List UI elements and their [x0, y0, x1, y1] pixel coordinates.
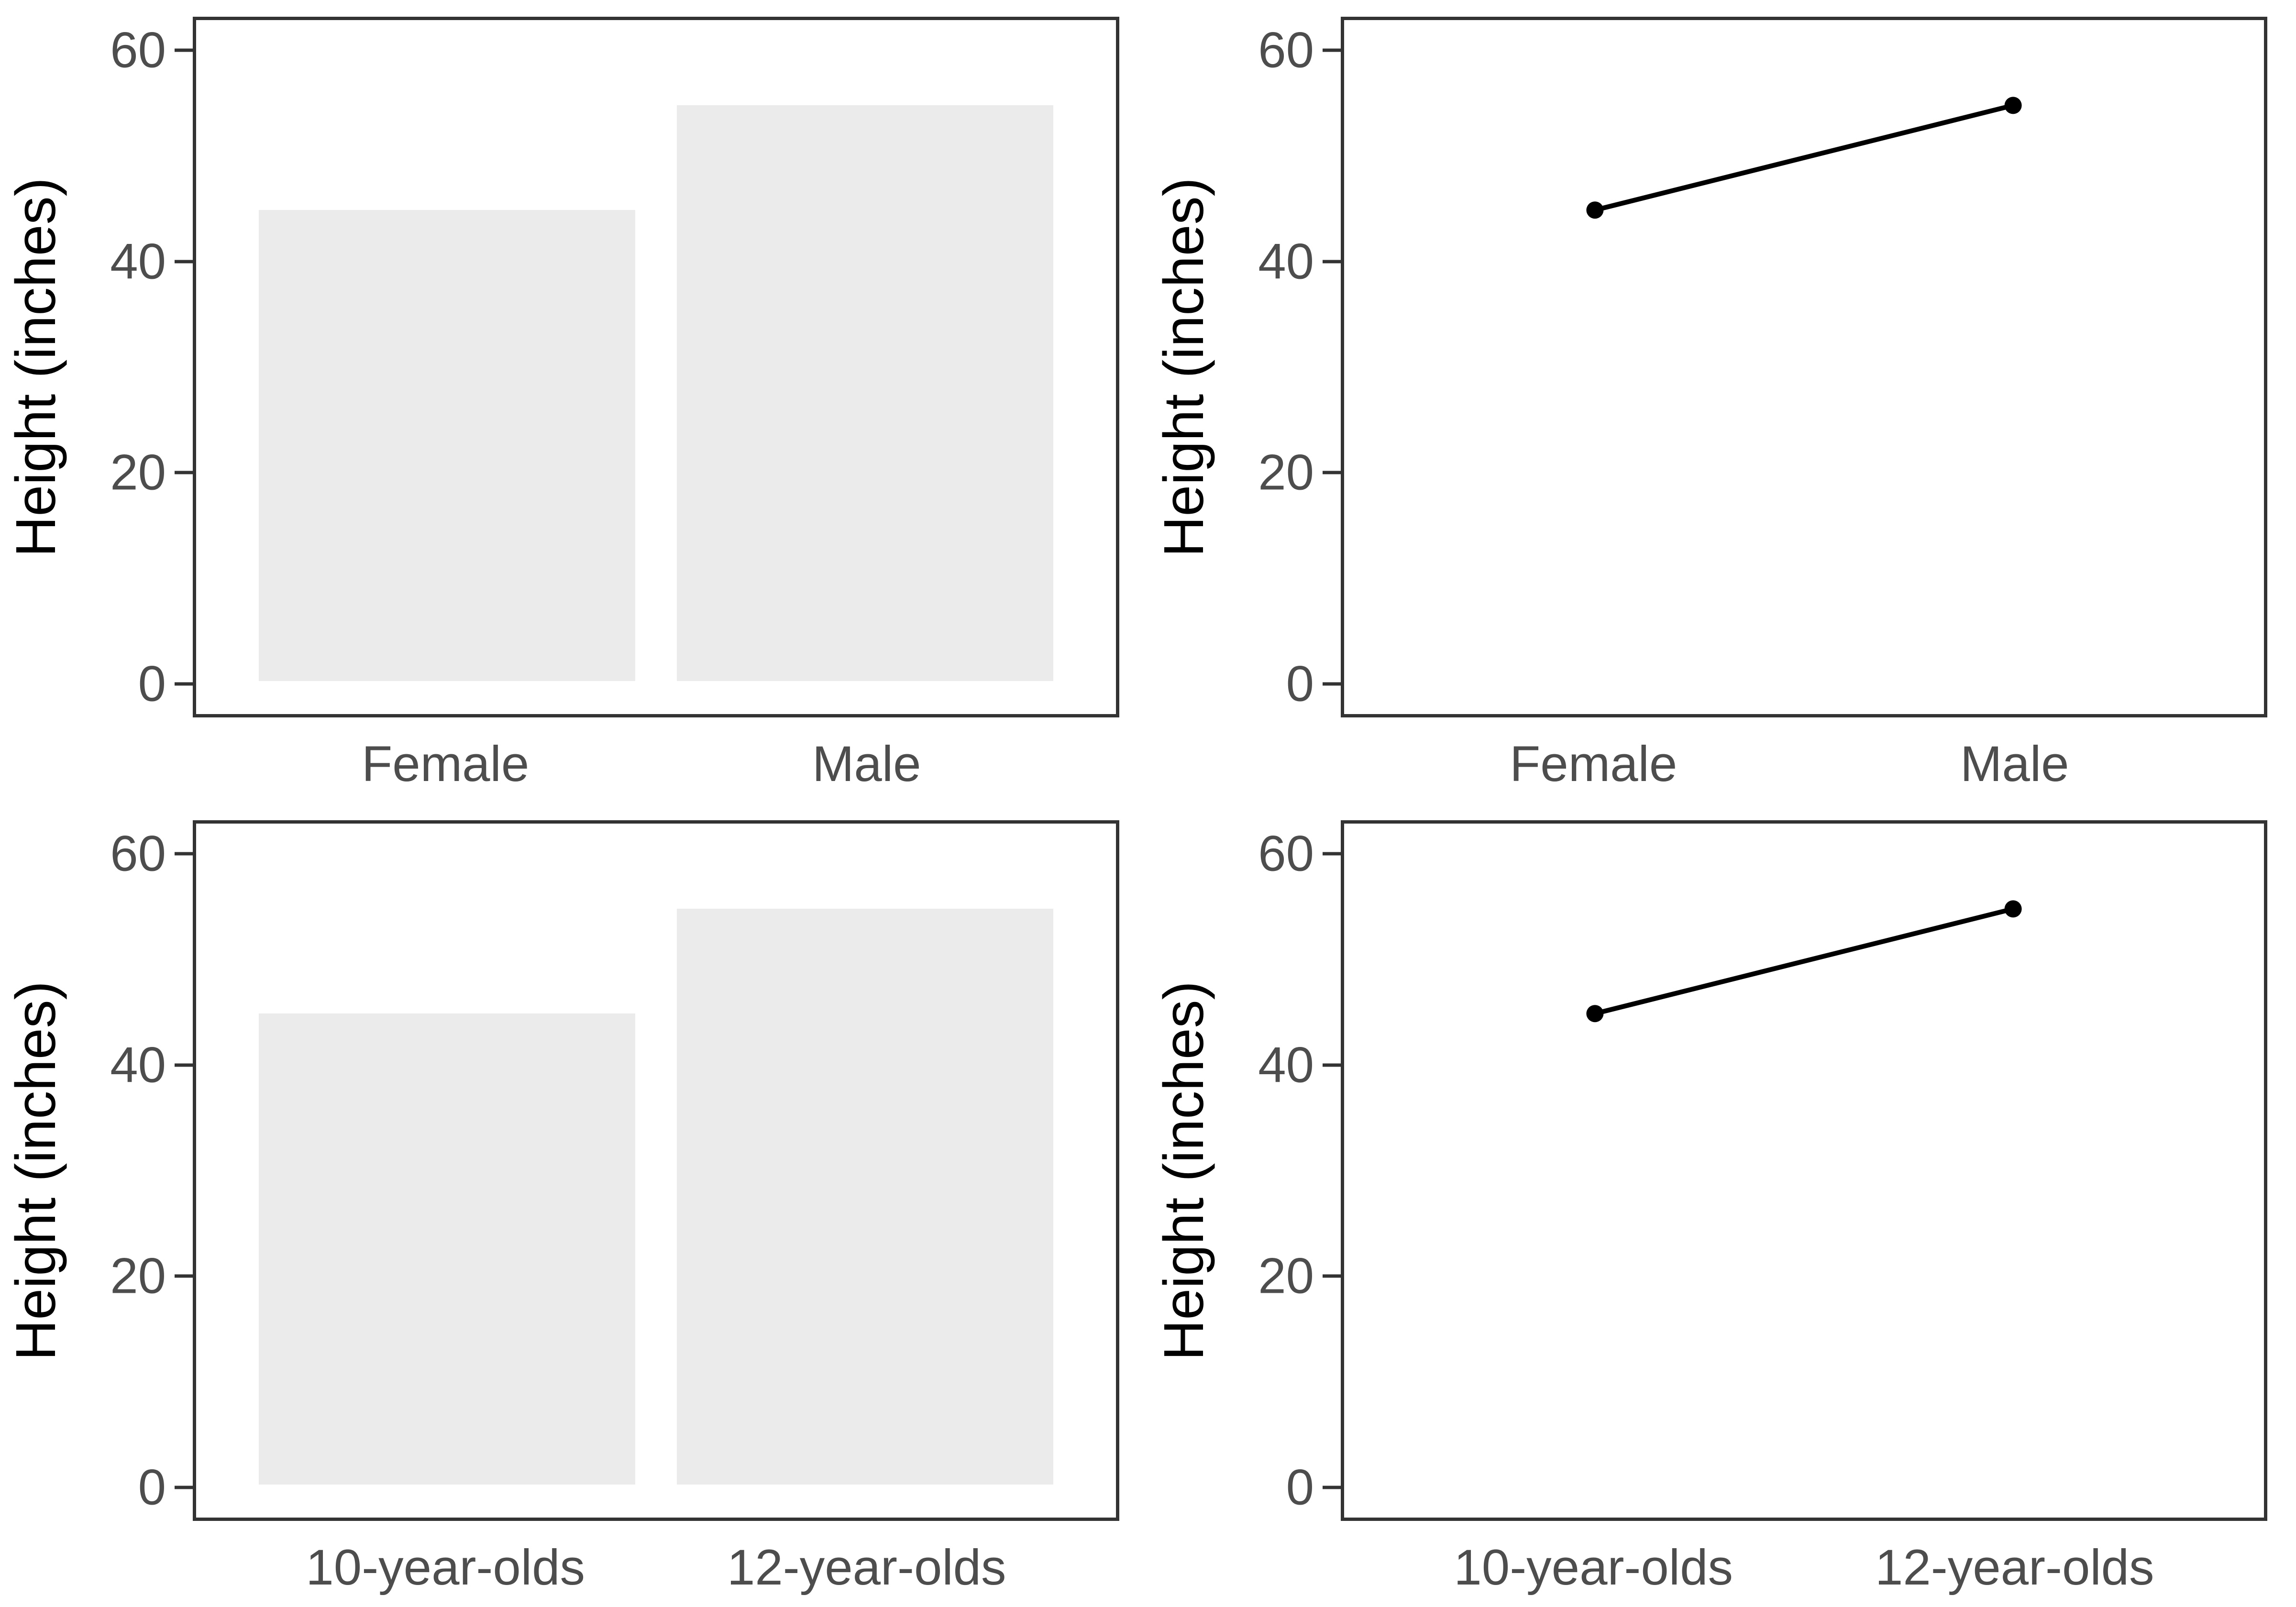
y-tick-label-0: 0 — [1286, 1459, 1314, 1516]
y-tick-mark — [175, 48, 193, 52]
y-tick-label-20: 20 — [110, 1248, 166, 1304]
x-axis-labels: 10-year-olds 12-year-olds — [193, 1521, 1119, 1607]
y-tick-label-40: 40 — [1258, 1037, 1314, 1093]
x-label-male: Male — [1960, 736, 2069, 792]
y-tick-label-60: 60 — [110, 826, 166, 882]
series-line — [1594, 103, 2014, 213]
chart-line-sex: Height (inches) 60 40 20 0 Female Male — [1148, 0, 2296, 804]
y-tick-mark — [175, 1486, 193, 1489]
y-axis-title-area: Height (inches) — [0, 820, 72, 1521]
y-tick-mark — [1323, 260, 1341, 264]
y-tick-label-40: 40 — [1258, 233, 1314, 290]
y-tick-mark — [1323, 1274, 1341, 1278]
y-tick-label-0: 0 — [138, 1459, 166, 1516]
plot-panel — [193, 820, 1119, 1521]
y-tick-label-20: 20 — [110, 444, 166, 501]
y-tick-label-60: 60 — [1258, 826, 1314, 882]
y-axis-title: Height (inches) — [1152, 177, 1215, 557]
bar-male — [677, 105, 1053, 682]
y-axis-title: Height (inches) — [1152, 980, 1215, 1361]
y-axis-ticks — [175, 17, 193, 717]
y-tick-label-40: 40 — [110, 1037, 166, 1093]
plot-panel — [1341, 17, 2267, 717]
chart-bar-age: Height (inches) 60 40 20 0 10-year-olds … — [0, 804, 1148, 1607]
y-axis-title-area: Height (inches) — [1148, 17, 1220, 717]
x-axis-labels: 10-year-olds 12-year-olds — [1341, 1521, 2267, 1607]
x-label-male: Male — [812, 736, 921, 792]
x-label-12-year-olds: 12-year-olds — [1875, 1540, 2154, 1596]
y-tick-mark — [1323, 48, 1341, 52]
data-point-12-year-olds — [2004, 900, 2022, 918]
y-tick-label-60: 60 — [110, 22, 166, 78]
x-label-12-year-olds: 12-year-olds — [727, 1540, 1006, 1596]
y-axis-ticks — [175, 820, 193, 1521]
y-axis-title: Height (inches) — [4, 980, 67, 1361]
x-label-female: Female — [1510, 736, 1678, 792]
y-axis-tick-labels: 60 40 20 0 — [72, 820, 175, 1521]
y-tick-mark — [175, 471, 193, 474]
series-line — [1594, 906, 2014, 1016]
y-tick-mark — [1323, 852, 1341, 856]
y-tick-mark — [175, 260, 193, 264]
y-axis-tick-labels: 60 40 20 0 — [1220, 17, 1323, 717]
y-tick-mark — [175, 682, 193, 686]
y-tick-label-0: 0 — [138, 656, 166, 712]
y-axis-tick-labels: 60 40 20 0 — [72, 17, 175, 717]
plot-panel — [193, 17, 1119, 717]
y-axis-title-area: Height (inches) — [0, 17, 72, 717]
data-point-female — [1586, 201, 1604, 219]
data-point-male — [2004, 97, 2022, 114]
bar-10-year-olds — [259, 1013, 635, 1485]
x-axis-labels: Female Male — [1341, 717, 2267, 804]
line-series — [1586, 97, 2022, 219]
y-tick-mark — [175, 852, 193, 856]
y-tick-label-20: 20 — [1258, 444, 1314, 501]
line-series — [1586, 900, 2022, 1023]
bar-female — [259, 210, 635, 682]
y-tick-label-0: 0 — [1286, 656, 1314, 712]
x-axis-labels: Female Male — [193, 717, 1119, 804]
y-axis-title: Height (inches) — [4, 177, 67, 557]
chart-line-age: Height (inches) 60 40 20 0 10-year-olds … — [1148, 804, 2296, 1607]
y-tick-mark — [1323, 1486, 1341, 1489]
y-tick-mark — [175, 1274, 193, 1278]
x-label-female: Female — [362, 736, 530, 792]
y-tick-label-20: 20 — [1258, 1248, 1314, 1304]
bar-12-year-olds — [677, 909, 1053, 1485]
y-axis-ticks — [1323, 820, 1341, 1521]
data-point-10-year-olds — [1586, 1005, 1604, 1023]
x-label-10-year-olds: 10-year-olds — [306, 1540, 585, 1596]
y-tick-label-60: 60 — [1258, 22, 1314, 78]
y-tick-mark — [1323, 1063, 1341, 1067]
plot-panel — [1341, 820, 2267, 1521]
y-tick-mark — [175, 1063, 193, 1067]
y-axis-title-area: Height (inches) — [1148, 820, 1220, 1521]
y-axis-tick-labels: 60 40 20 0 — [1220, 820, 1323, 1521]
y-tick-label-40: 40 — [110, 233, 166, 290]
y-tick-mark — [1323, 682, 1341, 686]
x-label-10-year-olds: 10-year-olds — [1454, 1540, 1733, 1596]
y-tick-mark — [1323, 471, 1341, 474]
y-axis-ticks — [1323, 17, 1341, 717]
chart-bar-sex: Height (inches) 60 40 20 0 Female Male — [0, 0, 1148, 804]
